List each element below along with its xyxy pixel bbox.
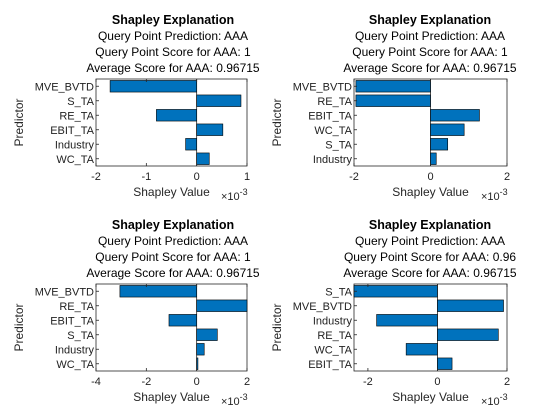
y-tick-label: EBIT_TA bbox=[308, 110, 352, 122]
chart-subtitle-line: Query Point Prediction: AAA bbox=[355, 29, 505, 43]
bar-re-ta bbox=[156, 109, 197, 122]
bar-mve-bvtd bbox=[109, 80, 197, 93]
chart-title: Shapley Explanation bbox=[369, 13, 491, 27]
axes-box bbox=[95, 78, 248, 167]
chart-title: Shapley Explanation bbox=[112, 218, 234, 232]
bar-ebit-ta bbox=[437, 357, 453, 370]
x-tick-label: -4 bbox=[91, 376, 101, 388]
x-tick-label: 2 bbox=[504, 171, 510, 183]
x-axis-label: Shapley Value bbox=[392, 185, 469, 199]
y-tick-label: RE_TA bbox=[317, 96, 352, 108]
chart-subtitle-line: Query Point Score for AAA: 0.96 bbox=[344, 250, 516, 264]
x-tick-label: 2 bbox=[504, 376, 510, 388]
x-tick-label: 0 bbox=[194, 376, 200, 388]
chart-panel-4: Shapley Explanation Query Point Predictio… bbox=[270, 218, 517, 408]
y-tick-label: MVE_BVTD bbox=[293, 301, 352, 313]
bar-ebit-ta bbox=[168, 314, 197, 327]
x-tick-label: 1 bbox=[244, 171, 250, 183]
x-axis-exponent: ×10-3 bbox=[221, 392, 248, 408]
x-tick-label: -2 bbox=[91, 171, 101, 183]
bar-industry bbox=[196, 343, 205, 356]
y-axis-label: Predictor bbox=[12, 303, 26, 351]
y-tick-label: MVE_BVTD bbox=[293, 81, 352, 93]
y-tick-label: RE_TA bbox=[59, 110, 94, 122]
y-tick-label: RE_TA bbox=[59, 301, 94, 313]
y-tick-label: S_TA bbox=[325, 139, 352, 151]
chart-subtitle-line: Query Point Prediction: AAA bbox=[98, 29, 248, 43]
x-axis-exponent: ×10-3 bbox=[481, 392, 508, 408]
x-tick-label: 0 bbox=[434, 376, 440, 388]
bar-re-ta bbox=[355, 94, 431, 107]
y-tick-label: MVE_BVTD bbox=[35, 286, 94, 298]
bar-wc-ta bbox=[405, 343, 438, 356]
chart-panel-3: Shapley Explanation Query Point Predictio… bbox=[12, 218, 260, 408]
bar-ebit-ta bbox=[196, 123, 224, 136]
chart-subtitle-line: Average Score for AAA: 0.96715 bbox=[343, 266, 517, 280]
y-axis-label: Predictor bbox=[270, 303, 284, 351]
x-axis-exponent: ×10-3 bbox=[481, 187, 508, 203]
y-tick-label: EBIT_TA bbox=[308, 359, 352, 371]
chart-title: Shapley Explanation bbox=[112, 13, 234, 27]
bar-wc-ta bbox=[430, 123, 465, 136]
bar-s-ta bbox=[430, 138, 449, 151]
bar-s-ta bbox=[353, 285, 438, 298]
chart-subtitle-line: Average Score for AAA: 0.96715 bbox=[86, 266, 260, 280]
bar-mve-bvtd bbox=[437, 299, 504, 312]
bar-industry bbox=[185, 138, 197, 151]
chart-subtitle-line: Query Point Prediction: AAA bbox=[355, 234, 505, 248]
y-tick-label: WC_TA bbox=[56, 359, 94, 371]
chart-subtitle-line: Query Point Score for AAA: 1 bbox=[95, 250, 251, 264]
bar-industry bbox=[430, 152, 437, 165]
bar-industry bbox=[376, 314, 438, 327]
chart-title: Shapley Explanation bbox=[369, 218, 491, 232]
x-tick-label: -1 bbox=[141, 171, 151, 183]
y-tick-label: WC_TA bbox=[56, 154, 94, 166]
x-axis-label: Shapley Value bbox=[392, 390, 469, 404]
bar-s-ta bbox=[196, 94, 242, 107]
x-tick-label: -2 bbox=[141, 376, 151, 388]
y-tick-label: WC_TA bbox=[314, 344, 352, 356]
y-tick-label: WC_TA bbox=[314, 125, 352, 137]
x-tick-label: 0 bbox=[427, 171, 433, 183]
x-tick-label: 2 bbox=[244, 376, 250, 388]
y-tick-label: Industry bbox=[55, 139, 95, 151]
bar-mve-bvtd bbox=[119, 285, 197, 298]
bar-re-ta bbox=[437, 328, 499, 341]
bar-wc-ta bbox=[196, 152, 210, 165]
x-axis-label: Shapley Value bbox=[133, 390, 210, 404]
x-tick-label: -2 bbox=[349, 171, 359, 183]
y-tick-label: EBIT_TA bbox=[50, 125, 94, 137]
y-axis-label: Predictor bbox=[270, 98, 284, 146]
chart-panel-2: Shapley Explanation Query Point Predictio… bbox=[270, 13, 517, 203]
chart-subtitle-line: Query Point Score for AAA: 1 bbox=[352, 45, 508, 59]
chart-panel-1: Shapley Explanation Query Point Predictio… bbox=[12, 13, 260, 203]
axes-box bbox=[353, 283, 508, 372]
y-tick-label: S_TA bbox=[67, 96, 94, 108]
y-tick-label: S_TA bbox=[67, 330, 94, 342]
bar-s-ta bbox=[196, 328, 218, 341]
y-axis-label: Predictor bbox=[12, 98, 26, 146]
bar-mve-bvtd bbox=[355, 80, 431, 93]
y-tick-label: Industry bbox=[55, 344, 95, 356]
bar-re-ta bbox=[196, 299, 248, 312]
y-tick-label: RE_TA bbox=[317, 330, 352, 342]
bar-ebit-ta bbox=[430, 109, 480, 122]
x-axis-label: Shapley Value bbox=[133, 185, 210, 199]
axes-box bbox=[95, 283, 248, 372]
chart-subtitle-line: Query Point Prediction: AAA bbox=[98, 234, 248, 248]
y-tick-label: Industry bbox=[313, 154, 353, 166]
bar-wc-ta bbox=[196, 357, 199, 370]
y-tick-label: Industry bbox=[313, 315, 353, 327]
y-tick-label: MVE_BVTD bbox=[35, 81, 94, 93]
y-tick-label: EBIT_TA bbox=[50, 315, 94, 327]
chart-subtitle-line: Average Score for AAA: 0.96715 bbox=[86, 61, 260, 75]
x-axis-exponent: ×10-3 bbox=[221, 187, 248, 203]
x-tick-label: -2 bbox=[363, 376, 373, 388]
y-tick-label: S_TA bbox=[325, 286, 352, 298]
chart-subtitle-line: Average Score for AAA: 0.96715 bbox=[343, 61, 517, 75]
chart-subtitle-line: Query Point Score for AAA: 1 bbox=[95, 45, 251, 59]
x-tick-label: 0 bbox=[194, 171, 200, 183]
